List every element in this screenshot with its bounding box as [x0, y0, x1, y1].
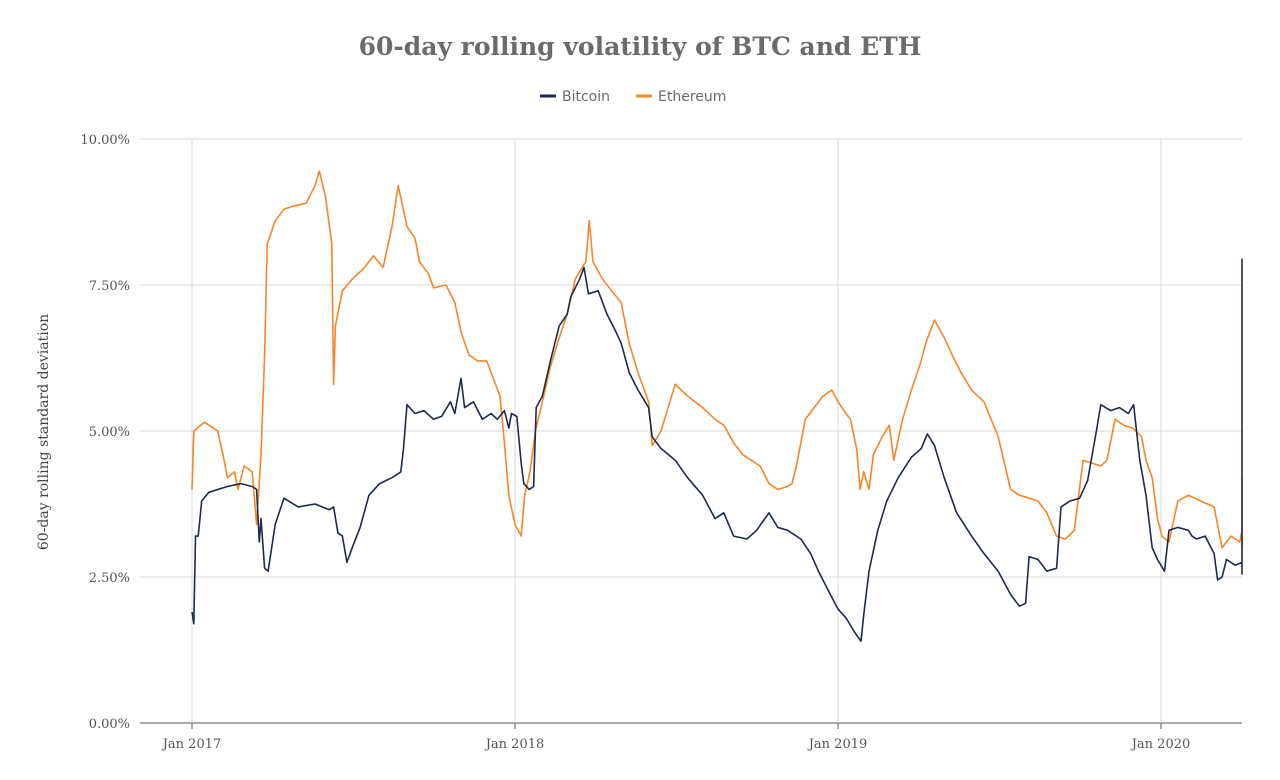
legend: Bitcoin Ethereum — [540, 89, 726, 105]
grid-layer — [140, 138, 1242, 724]
y-tick-label: 5.00% — [89, 425, 130, 440]
x-tick-label: Jan 2020 — [1130, 737, 1191, 752]
y-tick-label: 7.50% — [89, 279, 130, 294]
series-line-ethereum — [191, 170, 1243, 549]
y-tick-label: 2.50% — [89, 571, 130, 586]
legend-ethereum-label: Ethereum — [658, 89, 726, 105]
tick-layer: 0.00% 2.50% 5.00% 7.50% 10.00% Jan 2017 Jan 20… — [80, 133, 1190, 752]
x-tick-label: Jan 2019 — [807, 737, 868, 752]
x-tick-label: Jan 2018 — [484, 737, 545, 752]
y-tick-label: 10.00% — [80, 133, 130, 148]
y-axis-title: 60-day rolling standard deviation — [36, 314, 52, 550]
chart-title: 60-day rolling volatility of BTC and ETH — [359, 32, 922, 61]
y-tick-label: 0.00% — [89, 717, 130, 732]
x-tick-label: Jan 2017 — [161, 737, 222, 752]
legend-bitcoin-label: Bitcoin — [562, 89, 610, 105]
series-layer — [191, 170, 1243, 643]
series-line-bitcoin — [191, 258, 1243, 643]
